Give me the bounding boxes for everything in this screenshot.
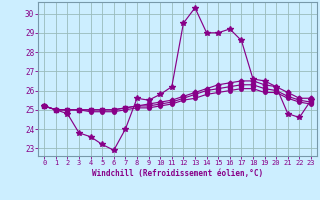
X-axis label: Windchill (Refroidissement éolien,°C): Windchill (Refroidissement éolien,°C)	[92, 169, 263, 178]
